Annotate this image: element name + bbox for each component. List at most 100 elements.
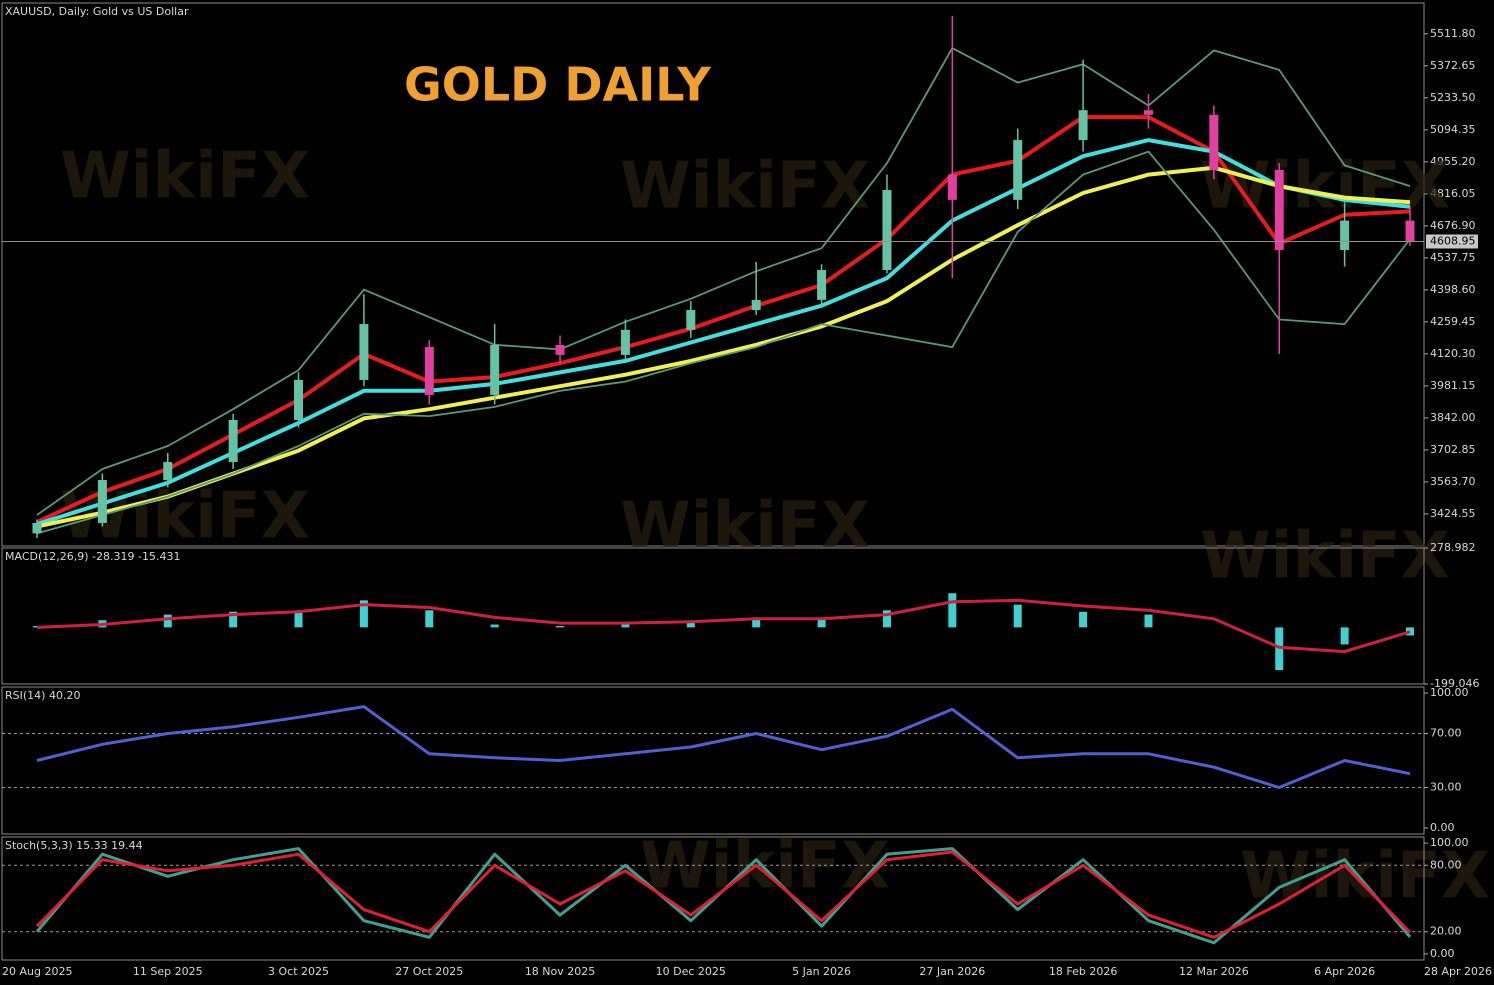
last-price-box: [1426, 234, 1478, 249]
indicator-line: [36, 705, 1411, 789]
indicator-line: [35, 850, 1412, 939]
x-tick-label: 12 Mar 2026: [1179, 965, 1249, 978]
x-tick-label: 27 Jan 2026: [919, 965, 985, 978]
y-tick-label: 5372.65: [1430, 59, 1476, 72]
indicator-line: [36, 138, 1411, 527]
y-tick-label: 4259.45: [1430, 315, 1476, 328]
panel-frame: [1, 547, 1425, 685]
panel-title: MACD(12,26,9) -28.319 -15.431: [5, 550, 180, 563]
y-tick-label: 4120.30: [1430, 347, 1476, 360]
candle-body: [424, 347, 434, 395]
candle-body: [163, 462, 173, 480]
y-tick-label: 100.00: [1430, 836, 1469, 849]
macd-bar: [359, 600, 368, 628]
y-tick-label: 5511.80: [1430, 27, 1476, 40]
y-tick-label: 4398.60: [1430, 283, 1476, 296]
watermark: WikiFX: [620, 490, 870, 564]
y-tick-label: 100.00: [1430, 686, 1469, 699]
y-tick-label: 80.00: [1430, 858, 1462, 871]
panel-title: XAUUSD, Daily: Gold vs US Dollar: [5, 5, 189, 18]
x-tick-label: 5 Jan 2026: [792, 965, 851, 978]
signal-line: [36, 598, 1411, 654]
macd-bar: [294, 610, 303, 628]
macd-bar: [948, 593, 957, 628]
macd-bar: [163, 614, 172, 628]
candle-body: [751, 299, 761, 311]
y-tick-label: 5094.35: [1430, 123, 1476, 136]
candle-body: [294, 379, 304, 420]
indicator-line: [36, 115, 1411, 524]
y-tick-label: 4676.90: [1430, 219, 1476, 232]
watermark: WikiFX: [60, 140, 310, 214]
candle-body: [228, 419, 238, 463]
panel-frame: [1, 836, 1425, 961]
macd-bar: [229, 611, 238, 628]
panel-frame: [1, 686, 1425, 835]
macd-bar: [556, 625, 565, 628]
watermark: WikiFX: [1240, 840, 1490, 914]
macd-bar: [1079, 611, 1088, 628]
candle-body: [97, 479, 107, 524]
y-tick-label: 0.00: [1430, 947, 1455, 960]
macd-bar: [752, 617, 761, 628]
candle-body: [1340, 220, 1350, 251]
candle-body: [1274, 169, 1284, 251]
candle-body: [620, 329, 630, 355]
macd-bar: [1144, 614, 1153, 628]
x-tick-label: 28 Apr 2026: [1424, 965, 1492, 978]
panel-title: RSI(14) 40.20: [5, 689, 80, 702]
y-tick-label: -199.046: [1430, 677, 1479, 690]
y-tick-label: 70.00: [1430, 727, 1462, 740]
y-tick-label: 3842.00: [1430, 411, 1476, 424]
y-tick-label: 0.00: [1430, 821, 1455, 834]
candle-body: [686, 310, 696, 330]
panel-title: Stoch(5,3,3) 15.33 19.44: [5, 839, 143, 852]
y-tick-label: 30.00: [1430, 780, 1462, 793]
candle-body: [32, 523, 42, 534]
y-tick-label: 3563.70: [1430, 475, 1476, 488]
indicator-line: [36, 150, 1411, 535]
macd-bar: [490, 624, 499, 628]
x-tick-label: 10 Dec 2025: [656, 965, 726, 978]
y-tick-label: 20.00: [1430, 925, 1462, 938]
x-tick-label: 18 Feb 2026: [1049, 965, 1117, 978]
x-tick-label: 18 Nov 2025: [525, 965, 595, 978]
macd-bar: [621, 623, 630, 628]
y-tick-label: 5233.50: [1430, 91, 1476, 104]
annotation: GOLD DAILY: [404, 58, 711, 112]
watermark: WikiFX: [1200, 520, 1450, 594]
x-tick-label: 27 Oct 2025: [395, 965, 463, 978]
candle-body: [1209, 114, 1219, 170]
macd-bar: [425, 610, 434, 628]
y-tick-label: 4816.05: [1430, 187, 1476, 200]
macd-bar: [882, 610, 891, 628]
macd-bar: [686, 621, 695, 628]
macd-bar: [1340, 627, 1349, 645]
candle-body: [1143, 110, 1153, 115]
y-tick-label: 4955.20: [1430, 155, 1476, 168]
candle-body: [1405, 220, 1415, 242]
x-tick-label: 11 Sep 2025: [133, 965, 203, 978]
candle-body: [359, 324, 369, 380]
candle-body: [1013, 140, 1023, 200]
candle-body: [817, 270, 827, 300]
indicator-line: [36, 165, 1411, 529]
candle-body: [947, 174, 957, 200]
macd-bar: [1406, 627, 1414, 636]
watermark: WikiFX: [620, 150, 870, 224]
x-tick-label: 3 Oct 2025: [268, 965, 329, 978]
candle-body: [555, 344, 565, 355]
candle-body: [490, 344, 500, 395]
panel-frame: [1, 2, 1425, 547]
x-tick-label: 6 Apr 2026: [1314, 965, 1375, 978]
y-tick-label: 4537.75: [1430, 251, 1476, 264]
indicator-line: [36, 47, 1411, 516]
candle-body: [1078, 110, 1088, 141]
x-tick-label: 20 Aug 2025: [2, 965, 72, 978]
y-tick-label: 3981.15: [1430, 379, 1476, 392]
last-price-label: 4608.95: [1430, 235, 1476, 248]
y-tick-label: 3702.85: [1430, 443, 1476, 456]
